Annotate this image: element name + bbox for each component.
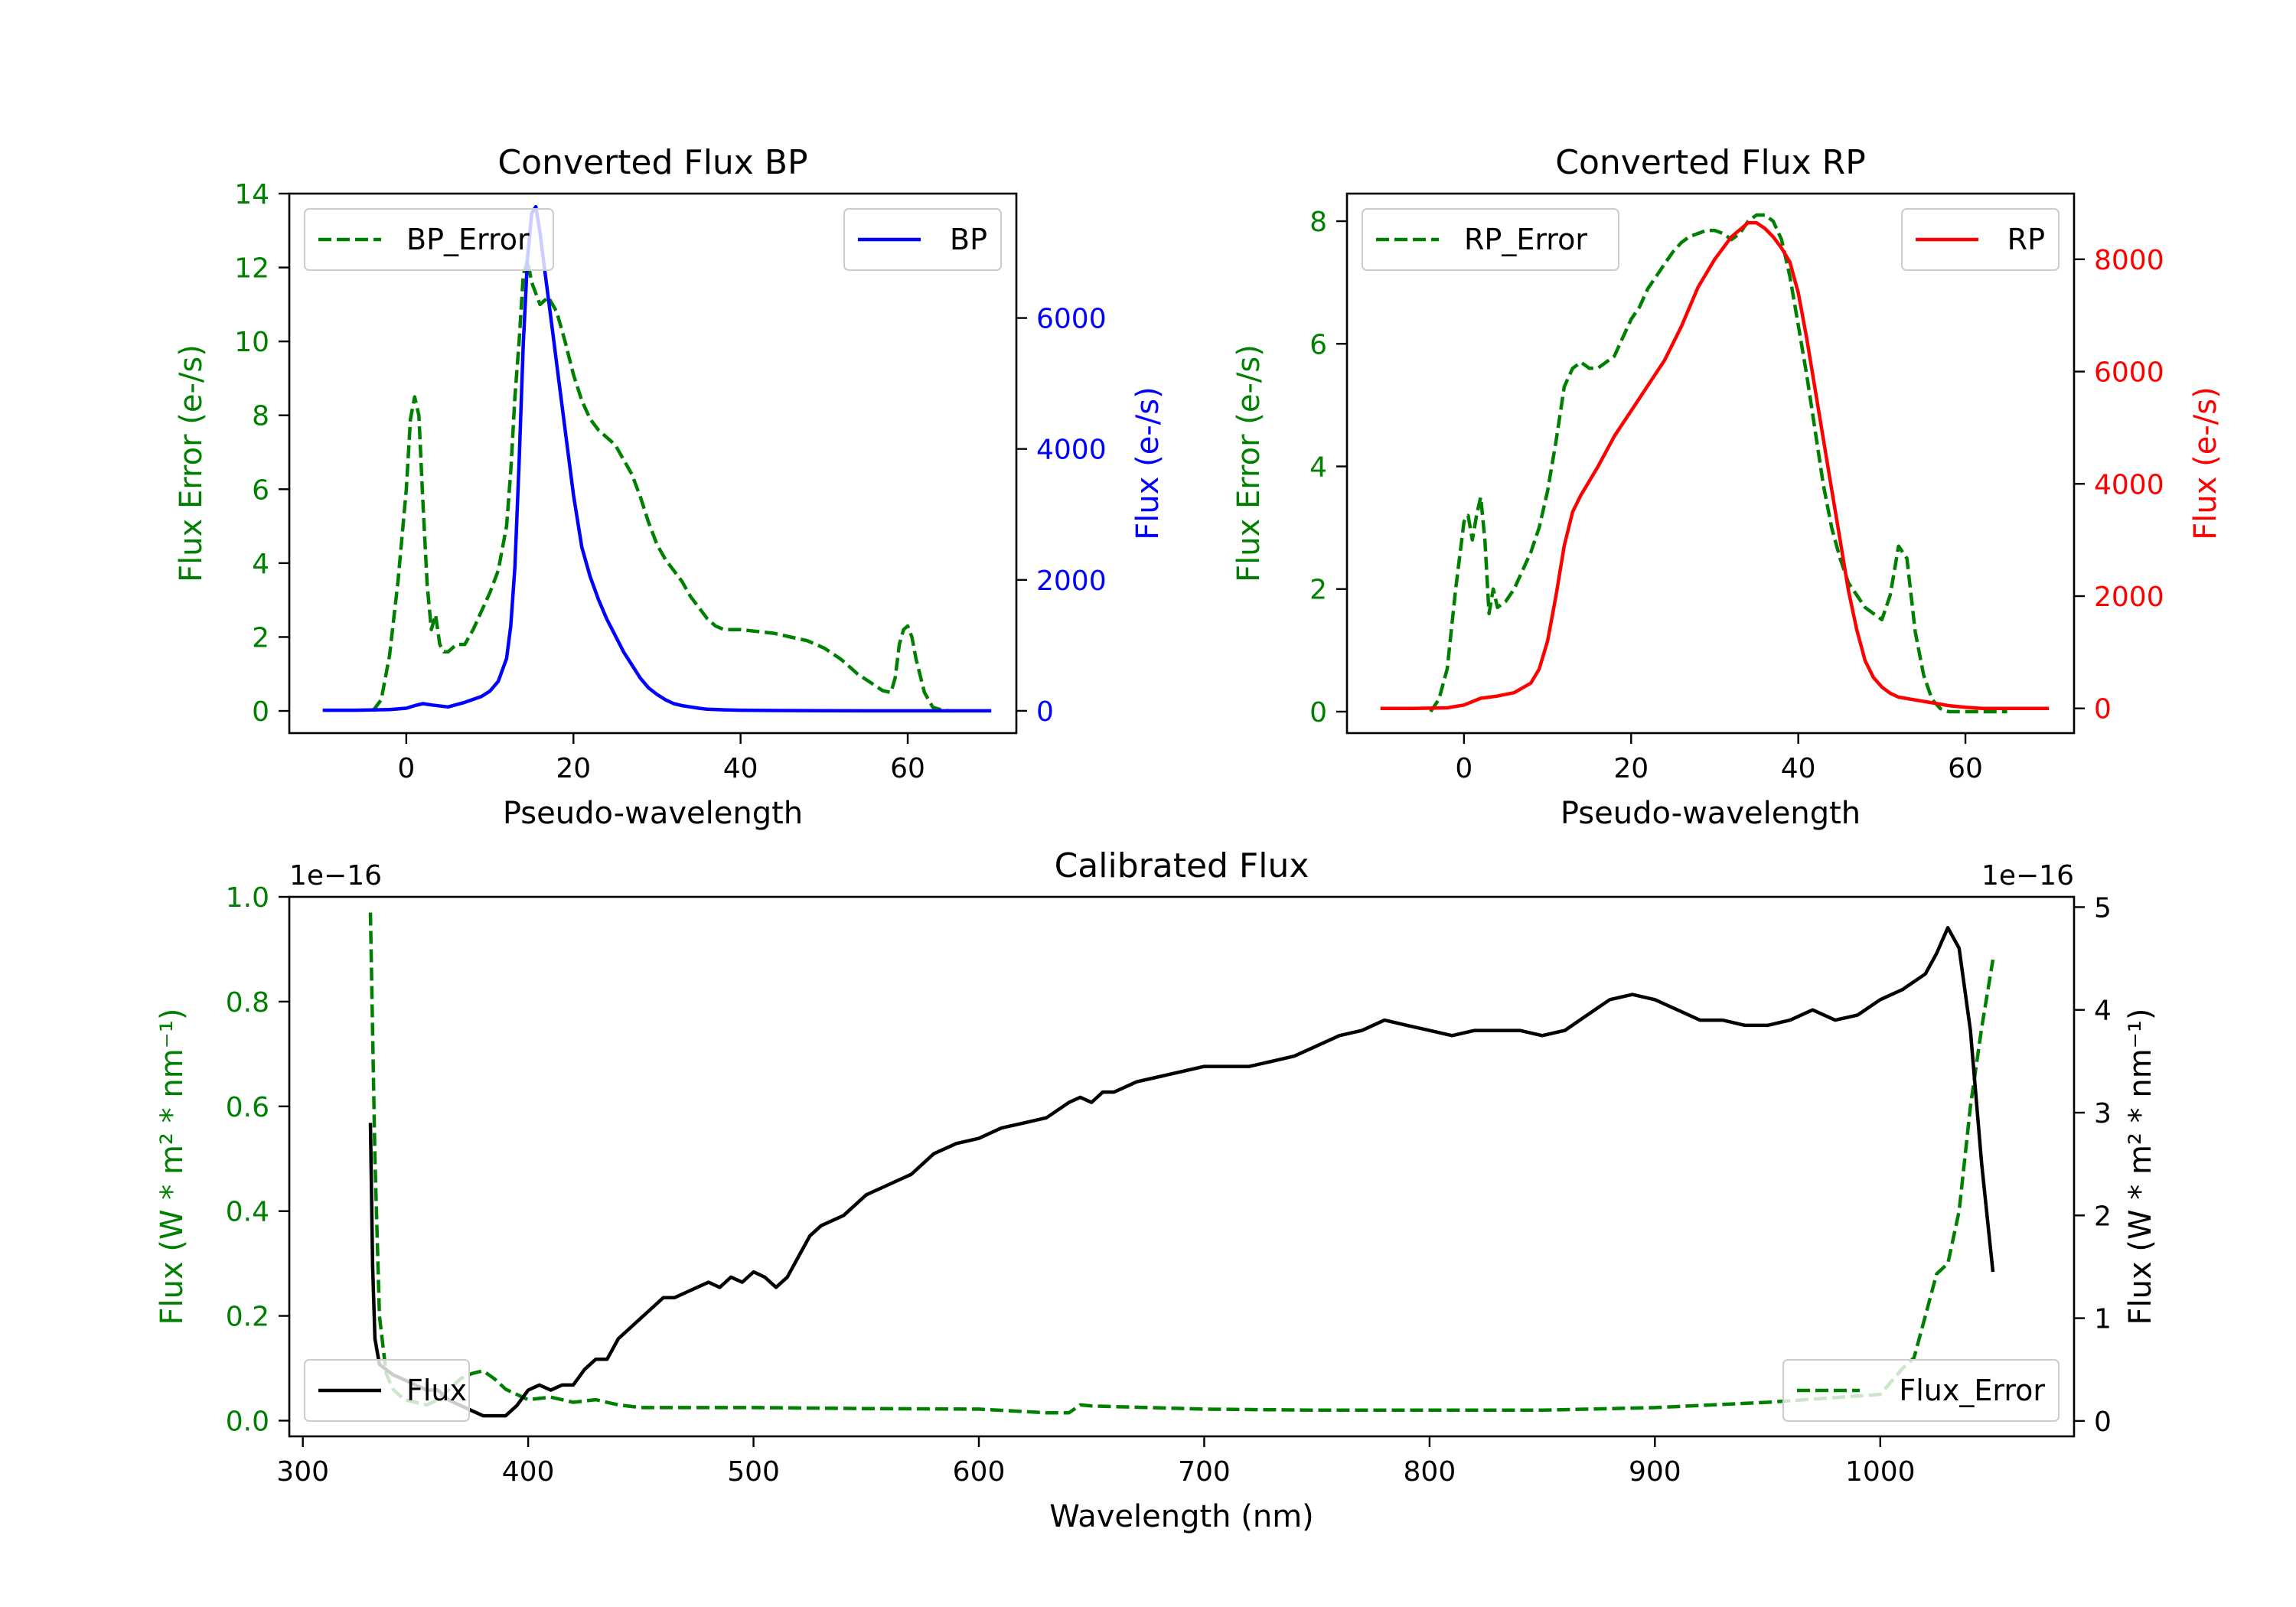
bp-left-y-tick-label: 10	[234, 327, 269, 358]
bp-x-tick-label: 0	[397, 753, 415, 784]
rp-legend-left: RP_Error	[1362, 208, 1619, 271]
cal-title: Calibrated Flux	[1055, 846, 1309, 885]
rp-panel: 0 20 40 60 0 2 4 6 8 0 2000 4000 6000 8000 Converted F…	[1231, 143, 2223, 831]
rp-right-y-tick-label: 0	[2094, 694, 2112, 725]
cal-left-y-tick-label: 0.4	[226, 1197, 269, 1228]
cal-left-y-tick-label: 0.8	[226, 987, 269, 1019]
bp-legend-left-box	[304, 208, 554, 271]
cal-x-label: Wavelength (nm)	[1049, 1499, 1314, 1534]
bp-axes-frame	[288, 192, 1018, 735]
rp-series-rp-error	[1429, 213, 2007, 714]
cal-x-tick-label: 600	[953, 1456, 1006, 1488]
cal-legend-left-box	[304, 1359, 470, 1422]
cal-right-offset-label: 1e−16	[1981, 860, 2074, 892]
bp-x-tick-label: 40	[723, 753, 758, 784]
bp-right-y-tick-label: 2000	[1036, 566, 1107, 597]
rp-left-y-tick-label: 2	[1309, 575, 1327, 606]
cal-left-y-tick-label: 1.0	[226, 882, 269, 914]
rp-left-y-tick-label: 0	[1309, 697, 1327, 729]
rp-axes-frame	[1345, 192, 2076, 735]
bp-legend-left: BP_Error	[304, 208, 554, 271]
cal-x-tick-label: 300	[276, 1456, 329, 1488]
rp-left-y-label: Flux Error (e-/s)	[1231, 344, 1267, 582]
cal-right-y-tick-label: 4	[2094, 996, 2112, 1027]
rp-title: Converted Flux RP	[1555, 143, 1866, 182]
bp-left-y-tick-label: 6	[252, 474, 269, 506]
cal-x-tick-label: 900	[1629, 1456, 1681, 1488]
cal-legend-left: Flux	[304, 1359, 470, 1422]
rp-right-y-tick-label: 2000	[2094, 582, 2164, 613]
calibrated-panel: 300 400 500 600 700 800 900 1000 0.0 0.2 0.4 0.6 0.8…	[155, 846, 2158, 1534]
bp-legend-right-box	[843, 208, 1002, 271]
bp-right-y-tick-label: 0	[1036, 696, 1054, 728]
bp-right-y-tick-label: 4000	[1036, 435, 1107, 466]
bp-series-bp-error	[371, 258, 950, 713]
rp-legend-right: RP	[1901, 208, 2060, 271]
cal-legend-left-label: Flux	[406, 1374, 467, 1407]
bp-legend-right: BP	[843, 208, 1002, 271]
cal-left-offset-label: 1e−16	[289, 860, 382, 892]
bp-left-y-label: Flux Error (e-/s)	[174, 344, 209, 582]
bp-right-y-tick-label: 6000	[1036, 304, 1107, 335]
bp-title: Converted Flux BP	[497, 143, 807, 182]
rp-legend-right-box	[1901, 208, 2060, 271]
cal-series-flux	[368, 926, 1995, 1418]
cal-legend-right: Flux_Error	[1782, 1359, 2060, 1422]
cal-right-y-tick-label: 0	[2094, 1407, 2112, 1438]
bp-left-y-tick-label: 12	[234, 253, 269, 285]
rp-right-y-tick-label: 6000	[2094, 357, 2164, 389]
rp-right-y-label: Flux (e-/s)	[2188, 386, 2223, 539]
bp-legend-right-label: BP	[950, 223, 987, 256]
cal-x-tick-label: 400	[502, 1456, 555, 1488]
cal-x-tick-label: 500	[727, 1456, 780, 1488]
bp-left-y-tick-label: 14	[234, 179, 269, 210]
rp-left-y-tick-label: 8	[1309, 207, 1327, 238]
cal-left-y-tick-label: 0.0	[226, 1406, 269, 1437]
rp-right-y-tick-label: 8000	[2094, 245, 2164, 276]
cal-right-y-label: Flux (W * m² * nm⁻¹)	[2123, 1009, 2158, 1325]
cal-right-y-tick-label: 5	[2094, 892, 2112, 924]
rp-x-tick-label: 40	[1781, 753, 1816, 784]
rp-legend-left-box	[1362, 208, 1619, 271]
cal-legend-right-label: Flux_Error	[1899, 1374, 2045, 1407]
cal-left-y-tick-label: 0.6	[226, 1092, 269, 1123]
bp-left-y-tick-label: 8	[252, 401, 269, 432]
rp-legend-left-label: RP_Error	[1464, 223, 1587, 256]
cal-axes-frame	[288, 895, 2076, 1438]
bp-x-tick-label: 20	[556, 753, 591, 784]
rp-series-rp	[1380, 220, 2050, 710]
bp-x-tick-label: 60	[890, 753, 925, 784]
cal-x-tick-label: 1000	[1845, 1456, 1916, 1488]
cal-left-y-label: Flux (W * m² * nm⁻¹)	[155, 1009, 190, 1325]
bp-left-y-tick-label: 2	[252, 622, 269, 654]
cal-right-y-tick-label: 2	[2094, 1201, 2112, 1232]
bp-series-bp	[322, 204, 992, 713]
bp-left-y-tick-label: 4	[252, 549, 269, 580]
rp-x-label: Pseudo-wavelength	[1561, 796, 1861, 831]
rp-right-y-tick-label: 4000	[2094, 469, 2164, 500]
cal-legend-right-box	[1782, 1359, 2060, 1422]
bp-right-y-label: Flux (e-/s)	[1130, 386, 1166, 539]
bp-panel: 0 20 40 60 0 2 4 6 8 10 12 14 0 2000 4000 6000 Converted…	[174, 143, 1166, 831]
rp-left-y-tick-label: 4	[1309, 452, 1327, 484]
rp-legend-right-label: RP	[2007, 223, 2045, 256]
bp-legend-left-label: BP_Error	[406, 223, 530, 256]
cal-right-y-tick-label: 1	[2094, 1304, 2112, 1335]
rp-left-y-tick-label: 6	[1309, 329, 1327, 360]
rp-x-tick-label: 0	[1455, 753, 1473, 784]
bp-left-y-tick-label: 0	[252, 696, 269, 728]
cal-right-y-tick-label: 3	[2094, 1098, 2112, 1129]
rp-x-tick-label: 60	[1948, 753, 1983, 784]
cal-x-tick-label: 800	[1404, 1456, 1456, 1488]
cal-left-y-tick-label: 0.2	[226, 1302, 269, 1333]
bp-x-label: Pseudo-wavelength	[503, 796, 803, 831]
rp-x-tick-label: 20	[1613, 753, 1649, 784]
cal-x-tick-label: 700	[1178, 1456, 1231, 1488]
